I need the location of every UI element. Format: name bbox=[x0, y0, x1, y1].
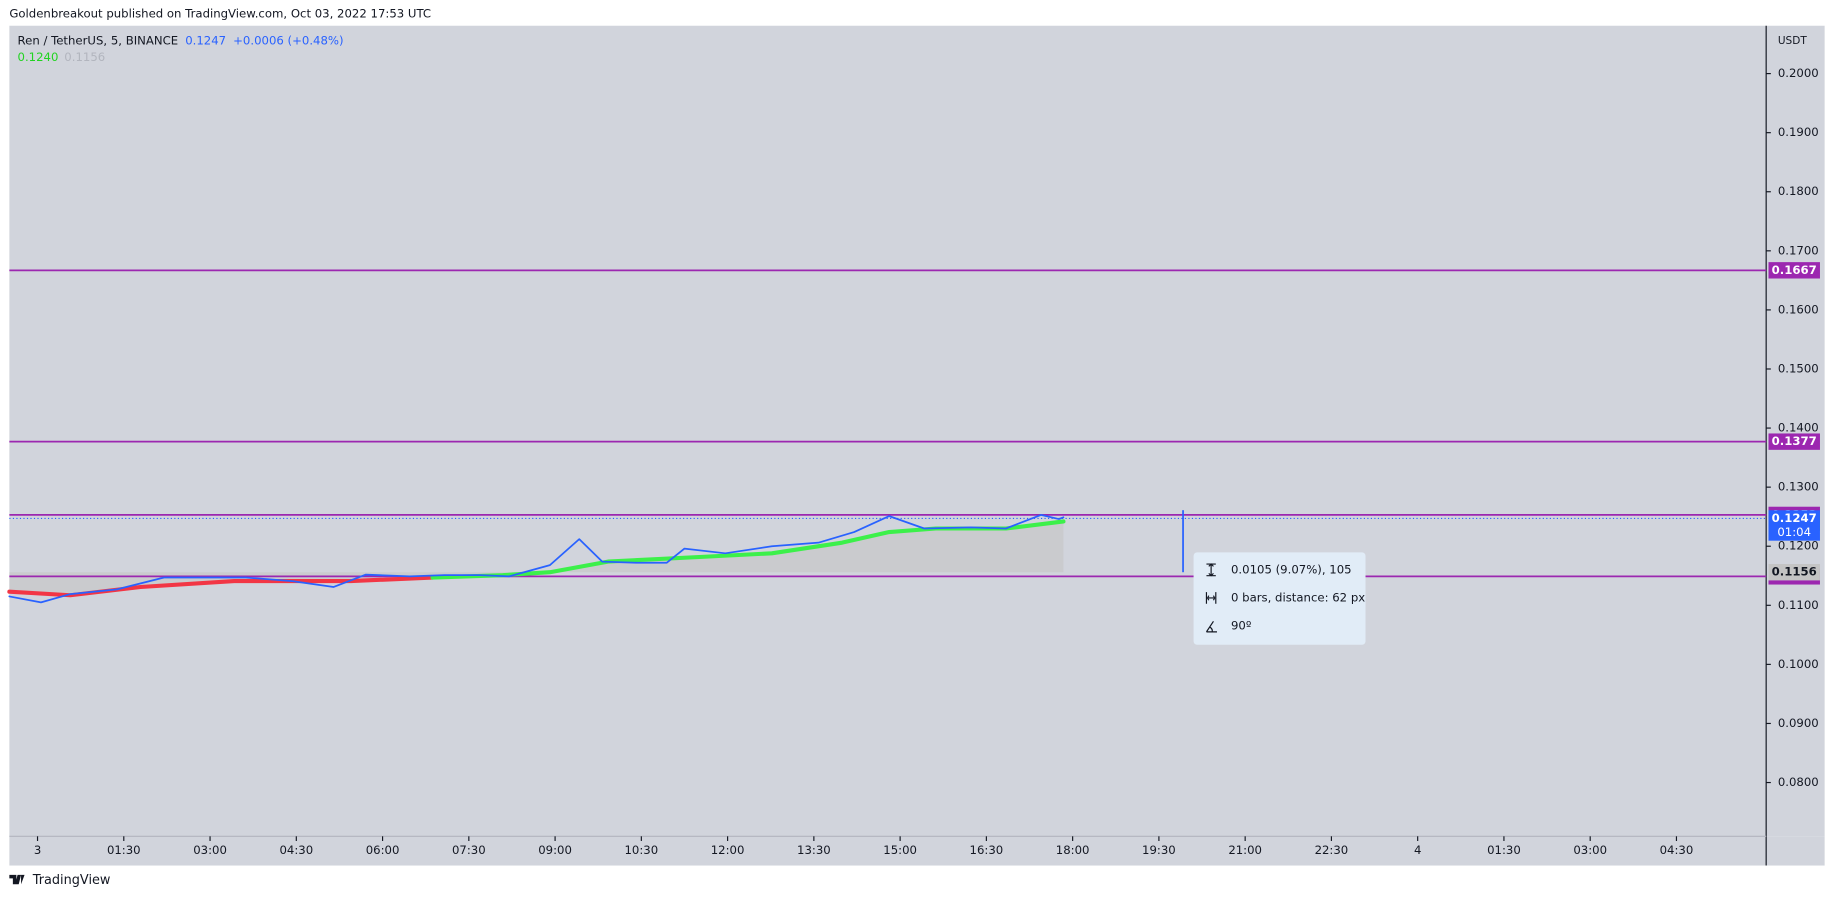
price-label-text: 0.1247 bbox=[1772, 511, 1817, 525]
legend: Ren / TetherUS, 5, BINANCE bbox=[18, 33, 179, 47]
y-tick-label: 0.1400 bbox=[1778, 421, 1819, 435]
x-tick-label: 4 bbox=[1414, 843, 1421, 857]
y-tick-label: 0.0800 bbox=[1778, 775, 1819, 789]
y-tick-label: 0.1000 bbox=[1778, 657, 1819, 671]
time-axis bbox=[9, 836, 1825, 866]
y-tick-label: 0.1300 bbox=[1778, 480, 1819, 494]
x-tick-label: 01:30 bbox=[107, 843, 141, 857]
price-label bbox=[1768, 564, 1820, 581]
price-label bbox=[1768, 433, 1820, 450]
y-tick-label: 0.1200 bbox=[1778, 539, 1819, 553]
y-tick-label: 0.1600 bbox=[1778, 302, 1819, 316]
y-tick-label: 0.1100 bbox=[1778, 598, 1819, 612]
x-tick-label: 21:00 bbox=[1228, 843, 1262, 857]
price-label-text: 0.1377 bbox=[1772, 434, 1817, 448]
measure-text: 90º bbox=[1231, 619, 1251, 633]
measure-icon bbox=[1206, 563, 1216, 577]
price-line bbox=[430, 519, 1066, 580]
countdown: 01:04 bbox=[1777, 525, 1811, 539]
measure-icon bbox=[1205, 621, 1217, 633]
price-axis bbox=[1766, 25, 1825, 837]
logo bbox=[9, 874, 25, 885]
symbol: Ren / TetherUS, 5, BINANCE bbox=[18, 33, 179, 47]
price-line bbox=[7, 575, 435, 598]
x-tick-label: 03:00 bbox=[193, 843, 227, 857]
x-tick-label: 3 bbox=[34, 843, 41, 857]
x-tick-label: 18:00 bbox=[1056, 843, 1090, 857]
price-line bbox=[8, 514, 1065, 604]
x-tick-label: 13:30 bbox=[797, 843, 831, 857]
price-change: +0.0006 (+0.48%) bbox=[233, 33, 343, 47]
x-tick-label: 15:00 bbox=[883, 843, 917, 857]
brand-name: TradingView bbox=[32, 873, 111, 888]
ma-value: 0.1156 bbox=[64, 50, 105, 64]
last-price: 0.1247 bbox=[185, 33, 226, 47]
measure-text: 0 bars, distance: 62 px bbox=[1231, 590, 1365, 604]
x-tick-label: 04:30 bbox=[1660, 843, 1694, 857]
currency: USDT bbox=[1778, 35, 1807, 47]
measure-tooltip bbox=[1193, 552, 1366, 645]
brand: TradingView bbox=[9, 873, 110, 888]
x-tick-label: 12:00 bbox=[711, 843, 745, 857]
price-label bbox=[1768, 262, 1820, 279]
price-label-text: 0.1156 bbox=[1772, 565, 1817, 579]
x-tick-label: 06:00 bbox=[366, 843, 400, 857]
y-tick-label: 0.1800 bbox=[1778, 184, 1819, 198]
y-tick-label: 0.1900 bbox=[1778, 125, 1819, 139]
measure-icon bbox=[1205, 592, 1217, 604]
y-tick-label: 0.1700 bbox=[1778, 243, 1819, 257]
x-tick-label: 10:30 bbox=[625, 843, 659, 857]
price-label-text: 0.1667 bbox=[1772, 263, 1817, 277]
x-tick-label: 01:30 bbox=[1487, 843, 1521, 857]
price-label bbox=[1768, 510, 1820, 541]
chart-pane bbox=[9, 25, 1767, 837]
x-tick-label: 07:30 bbox=[452, 843, 486, 857]
x-tick-label: 03:00 bbox=[1573, 843, 1607, 857]
x-tick-label: 19:30 bbox=[1142, 843, 1176, 857]
y-tick-label: 0.2000 bbox=[1778, 66, 1819, 80]
x-tick-label: 16:30 bbox=[970, 843, 1004, 857]
measure-text: 0.0105 (9.07%), 105 bbox=[1231, 562, 1352, 576]
x-tick-label: 04:30 bbox=[279, 843, 313, 857]
ma-value: 0.1240 bbox=[18, 50, 59, 64]
chart-title: Goldenbreakout published on TradingView.… bbox=[9, 7, 431, 21]
x-tick-label: 09:00 bbox=[538, 843, 572, 857]
y-tick-label: 0.0900 bbox=[1778, 716, 1819, 730]
y-tick-label: 0.1500 bbox=[1778, 361, 1819, 375]
x-tick-label: 22:30 bbox=[1315, 843, 1349, 857]
